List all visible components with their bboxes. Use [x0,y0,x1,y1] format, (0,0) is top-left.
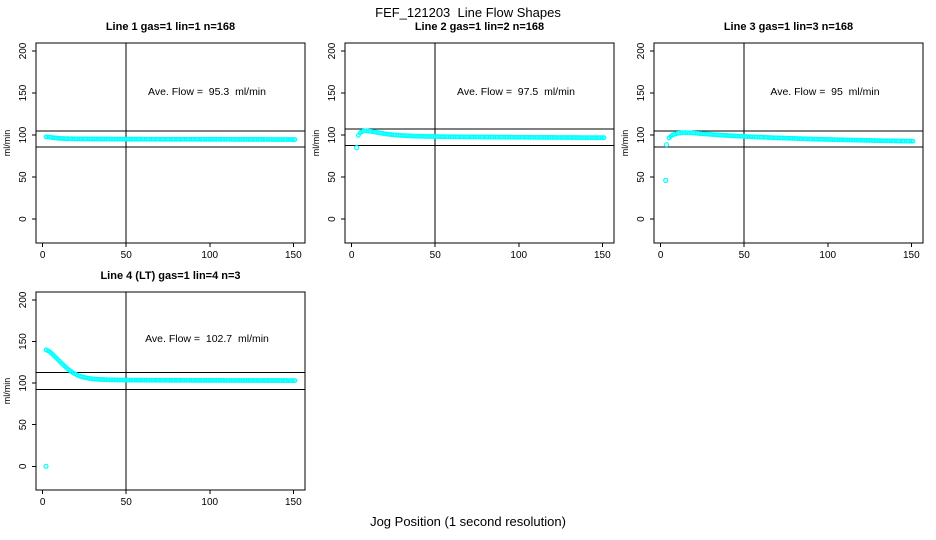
x-tick-label: 100 [819,250,836,261]
x-tick-label: 50 [121,497,133,508]
y-tick-label: 150 [636,84,647,101]
y-tick-label: 50 [636,171,647,183]
data-point [908,138,914,144]
y-tick-label: 50 [18,171,29,183]
data-point [290,378,296,383]
panel-4-title: Line 4 (LT) gas=1 lin=4 n=3 [100,270,241,282]
x-tick-label: 0 [349,250,355,261]
data-point [290,137,296,142]
y-tick-label: 150 [18,333,29,350]
plot-box [344,42,615,244]
x-tick-label: 0 [40,497,46,508]
y-tick-label: 0 [18,216,29,222]
x-tick-label: 50 [739,250,751,261]
y-tick-label: 0 [636,216,647,222]
x-tick-label: 150 [903,250,920,261]
main-title: FEF_121203 Line Flow Shapes [375,5,561,20]
x-tick-label: 150 [594,250,611,261]
outlier-point [663,177,669,183]
x-tick-label: 50 [121,250,133,261]
y-tick-label: 200 [18,291,29,308]
plot-box [35,291,306,491]
y-axis-title: ml/min [620,130,630,157]
panel-2-ave-flow-annotation: Ave. Flow = 97.5 ml/min [457,86,575,98]
y-axis-title: ml/min [311,130,321,157]
y-tick-label: 100 [18,126,29,143]
y-tick-label: 50 [327,171,338,183]
x-tick-label: 0 [40,250,46,261]
y-tick-label: 200 [636,42,647,59]
data-points [663,130,916,183]
y-tick-label: 100 [327,126,338,143]
y-axis-title: ml/min [2,130,12,157]
y-axis-title: ml/min [2,378,12,405]
data-point [292,378,298,384]
x-tick-label: 150 [285,250,302,261]
y-tick-label: 100 [18,374,29,391]
x-tick-label: 100 [510,250,527,261]
outlier-point [663,142,670,148]
x-tick-label: 100 [201,497,218,508]
data-point [601,135,607,141]
data-points [354,128,607,151]
y-tick-label: 0 [18,463,29,469]
panel-1-title: Line 1 gas=1 lin=1 n=168 [105,21,236,33]
y-tick-label: 0 [327,216,338,222]
panel-3-ave-flow-annotation: Ave. Flow = 95 ml/min [770,86,880,98]
plot-box [653,42,924,244]
y-tick-label: 200 [327,42,338,59]
x-axis-label: Jog Position (1 second resolution) [370,514,566,529]
outlier-point [354,145,360,151]
y-tick-label: 200 [18,42,29,59]
panel-4-ave-flow-annotation: Ave. Flow = 102.7 ml/min [145,333,269,345]
outlier-point [43,463,49,469]
data-points [43,347,298,469]
y-tick-label: 150 [18,84,29,101]
y-tick-label: 50 [18,419,29,431]
panel-2-title: Line 2 gas=1 lin=2 n=168 [414,21,545,33]
y-tick-label: 100 [636,126,647,143]
panel-1-ave-flow-annotation: Ave. Flow = 95.3 ml/min [148,86,266,98]
y-tick-label: 150 [327,84,338,101]
data-point [292,137,298,142]
x-tick-label: 50 [430,250,442,261]
data-point [910,138,916,144]
plot-box [35,42,306,244]
x-tick-label: 150 [285,497,302,508]
data-point [599,135,605,141]
panel-3-title: Line 3 gas=1 lin=3 n=168 [723,21,854,33]
x-tick-label: 0 [658,250,664,261]
x-tick-label: 100 [201,250,218,261]
data-points [43,134,298,142]
